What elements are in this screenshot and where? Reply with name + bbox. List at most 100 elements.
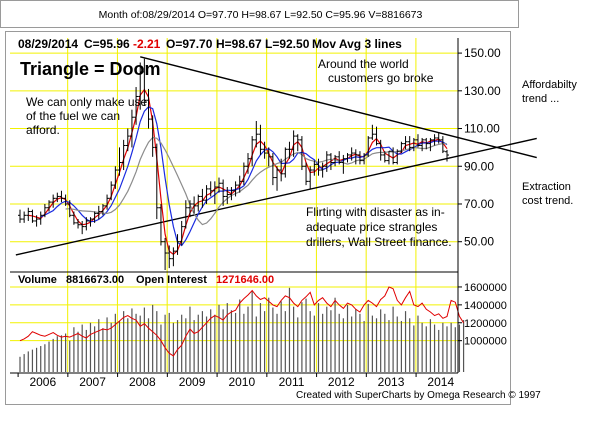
ohlc-bar	[221, 179, 226, 206]
ohlc-bar	[295, 134, 300, 152]
ohlc-bar	[246, 153, 251, 174]
ohlc-bar	[254, 120, 259, 148]
open-interest-label: Open Interest	[136, 274, 207, 286]
ohlc-bar	[283, 147, 288, 178]
trendline-2	[140, 56, 537, 159]
annotation-fuel-line3: afford.	[26, 123, 60, 137]
ohlc-bar	[142, 58, 147, 106]
ohlc-bar	[105, 194, 110, 210]
annotation-flirt-line1: Flirting with disaster as in-	[306, 205, 445, 219]
price-tick-label: 150.00	[464, 46, 501, 60]
ohlc-bar	[67, 200, 72, 218]
ohlc-bar	[320, 162, 325, 178]
ohlc-bar	[250, 136, 255, 167]
info-open: O=97.70	[166, 37, 213, 51]
chart-frame	[5, 31, 511, 405]
ohlc-bar	[353, 149, 358, 165]
annotation-fuel-line2: of the fuel we can	[26, 109, 120, 123]
footer-credit: Created with SuperCharts by Omega Resear…	[296, 390, 541, 401]
volume-tick-label: 1400000	[464, 300, 507, 312]
moving-average-line-2	[40, 106, 448, 247]
ohlc-bar	[100, 203, 105, 216]
trendline-layer	[15, 56, 537, 256]
ohlc-bar	[42, 203, 47, 218]
price-tick-label: 50.00	[464, 235, 494, 249]
x-tick-label: 2009	[179, 375, 206, 389]
ohlc-bar	[270, 153, 275, 186]
moving-average-line-1	[28, 88, 448, 256]
ohlc-bar	[34, 215, 39, 227]
volume-tick-label: 1600000	[464, 282, 507, 294]
x-tick-label: 2008	[129, 375, 156, 389]
ohlc-bar	[328, 153, 333, 171]
ohlc-bar	[382, 151, 387, 163]
moving-average-line-3	[65, 136, 448, 226]
ohlc-bar	[26, 207, 31, 221]
ohlc-bar	[378, 139, 383, 161]
ohlc-bar	[38, 211, 43, 225]
ohlc-bar	[129, 109, 134, 148]
ohlc-bar	[258, 124, 263, 155]
info-low: L=92.50	[265, 37, 310, 51]
ohlc-bar	[366, 136, 371, 157]
annotation-triangle: Triangle = Doom	[20, 59, 161, 79]
ohlc-bar	[51, 194, 56, 208]
ohlc-bar	[341, 154, 346, 174]
ohlc-bar	[324, 151, 329, 172]
ohlc-bar	[432, 134, 437, 146]
open-interest-line	[19, 286, 465, 357]
ohlc-bar	[55, 192, 60, 203]
ohlc-bar	[158, 203, 163, 246]
ohlc-bar	[386, 150, 391, 165]
ohlc-bar	[134, 87, 139, 125]
ohlc-bar	[200, 188, 205, 208]
ohlc-bar	[291, 130, 296, 157]
volume-tick-label: 1200000	[464, 318, 507, 330]
ohlc-bar	[125, 128, 130, 152]
ohlc-bar	[436, 132, 441, 144]
info-date: 08/29/2014	[18, 37, 78, 51]
ohlc-bar	[96, 205, 101, 220]
ohlc-bar	[80, 220, 85, 235]
ohlc-bar	[225, 187, 230, 204]
ohlc-bar	[163, 237, 168, 270]
ohlc-bar	[63, 194, 68, 206]
annotation-world-line1: Around the world	[318, 57, 409, 71]
axis-label-layer: 50.00 70.00 90.00 110.00 130.00 150.00 1000000…	[10, 38, 507, 389]
ohlc-bar	[308, 166, 313, 189]
ohlc-bar	[403, 136, 408, 150]
volume-label: Volume	[18, 274, 57, 286]
ohlc-bar	[121, 139, 126, 171]
extraction-line2: cost trend.	[522, 195, 574, 207]
ohlc-bar	[357, 151, 362, 165]
header-quote-text: Month of:08/29/2014 O=97.70 H=98.67 L=92…	[98, 9, 423, 21]
annotation-flirt-line2: adequate price strangles	[306, 220, 437, 234]
ohlc-bar	[204, 185, 209, 204]
ohlc-bar	[237, 175, 242, 193]
x-tick-label: 2010	[228, 375, 255, 389]
info-high: H=98.67	[216, 37, 262, 51]
ohlc-bar	[395, 149, 400, 165]
ohlc-bar	[440, 136, 445, 154]
ohlc-bar	[275, 166, 280, 191]
ohlc-bar	[146, 88, 151, 129]
ohlc-bar	[59, 190, 64, 203]
ohlc-bar	[212, 181, 217, 204]
ohlc-bar	[113, 166, 118, 189]
ohlc-bar	[47, 200, 52, 212]
open-interest-value: 1271646.00	[216, 274, 274, 286]
info-close: C=95.96	[84, 37, 130, 51]
x-tick-label: 2013	[378, 375, 405, 389]
ohlc-bar	[407, 136, 412, 152]
affordability-line1: Affordabilty	[522, 79, 577, 91]
ohlc-bar	[241, 162, 246, 186]
ohlc-bar	[391, 147, 396, 165]
ohlc-bar	[84, 217, 89, 231]
ohlc-bar	[279, 158, 284, 182]
ohlc-bar	[345, 153, 350, 163]
info-change: -2.21	[133, 37, 161, 51]
ohlc-bar	[76, 219, 81, 229]
ohlc-bar	[179, 220, 184, 246]
ohlc-bar	[138, 62, 143, 110]
